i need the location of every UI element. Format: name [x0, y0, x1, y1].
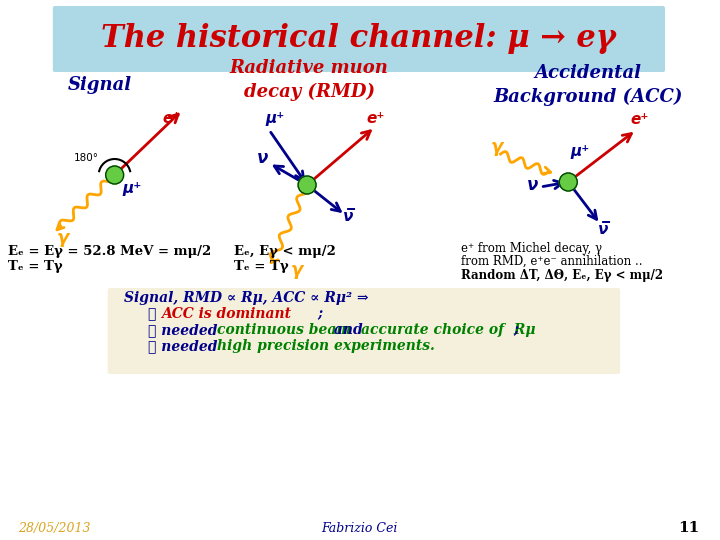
Circle shape: [106, 166, 124, 184]
Text: γ: γ: [57, 229, 69, 247]
Text: Radiative muon
decay (RMD): Radiative muon decay (RMD): [230, 59, 389, 101]
Text: e⁺: e⁺: [630, 112, 649, 127]
Text: μ⁺: μ⁺: [122, 181, 142, 196]
Text: μ⁺: μ⁺: [265, 111, 284, 126]
Text: 180°: 180°: [74, 153, 99, 163]
Text: Random ΔT, ΔΘ, Eₑ, Eγ < mμ/2: Random ΔT, ΔΘ, Eₑ, Eγ < mμ/2: [461, 269, 662, 282]
Text: 28/05/2013: 28/05/2013: [18, 522, 91, 535]
Text: accurate choice of  Rμ: accurate choice of Rμ: [361, 323, 536, 337]
Text: Signal: Signal: [68, 76, 132, 94]
Circle shape: [298, 176, 316, 194]
Text: high precision experiments.: high precision experiments.: [217, 339, 435, 353]
Text: ν: ν: [257, 149, 269, 167]
Text: Tₑ = Tγ: Tₑ = Tγ: [234, 260, 289, 273]
Text: ν̅: ν̅: [343, 209, 354, 224]
Text: Eₑ, Eγ < mμ/2: Eₑ, Eγ < mμ/2: [234, 245, 336, 258]
Text: γ: γ: [490, 138, 503, 156]
Text: μ⁺: μ⁺: [570, 144, 590, 159]
Text: Eₑ = Eγ = 52.8 MeV = mμ/2: Eₑ = Eγ = 52.8 MeV = mμ/2: [8, 245, 211, 258]
FancyBboxPatch shape: [108, 288, 620, 374]
Text: ν: ν: [526, 176, 538, 194]
Text: 11: 11: [679, 521, 700, 535]
Text: ➤ needed: ➤ needed: [148, 339, 222, 353]
Text: ➤ needed: ➤ needed: [148, 323, 222, 337]
Text: ➤: ➤: [148, 307, 161, 321]
Text: ACC is dominant: ACC is dominant: [161, 307, 292, 321]
Circle shape: [559, 173, 577, 191]
Text: continuous beam: continuous beam: [217, 323, 351, 337]
Text: ;: ;: [513, 323, 518, 337]
Text: e⁺: e⁺: [367, 111, 385, 126]
Text: ;: ;: [317, 307, 322, 321]
Text: e⁺ from Michel decay, γ: e⁺ from Michel decay, γ: [461, 242, 602, 255]
Text: ν̅: ν̅: [598, 222, 608, 237]
Text: Signal, RMD ∝ Rμ, ACC ∝ Rμ² ⇒: Signal, RMD ∝ Rμ, ACC ∝ Rμ² ⇒: [124, 291, 368, 305]
Text: e⁺: e⁺: [163, 111, 181, 126]
Text: Accidental
Background (ACC): Accidental Background (ACC): [493, 64, 683, 106]
Text: Tₑ = Tγ: Tₑ = Tγ: [8, 260, 63, 273]
Text: The historical channel: μ → eγ: The historical channel: μ → eγ: [102, 24, 616, 55]
Text: Fabrizio Cei: Fabrizio Cei: [320, 522, 397, 535]
Text: from RMD, e⁺e⁻ annihilation ..: from RMD, e⁺e⁻ annihilation ..: [461, 255, 642, 268]
Text: γ: γ: [291, 261, 303, 279]
FancyBboxPatch shape: [53, 6, 665, 72]
Text: and: and: [329, 323, 368, 337]
